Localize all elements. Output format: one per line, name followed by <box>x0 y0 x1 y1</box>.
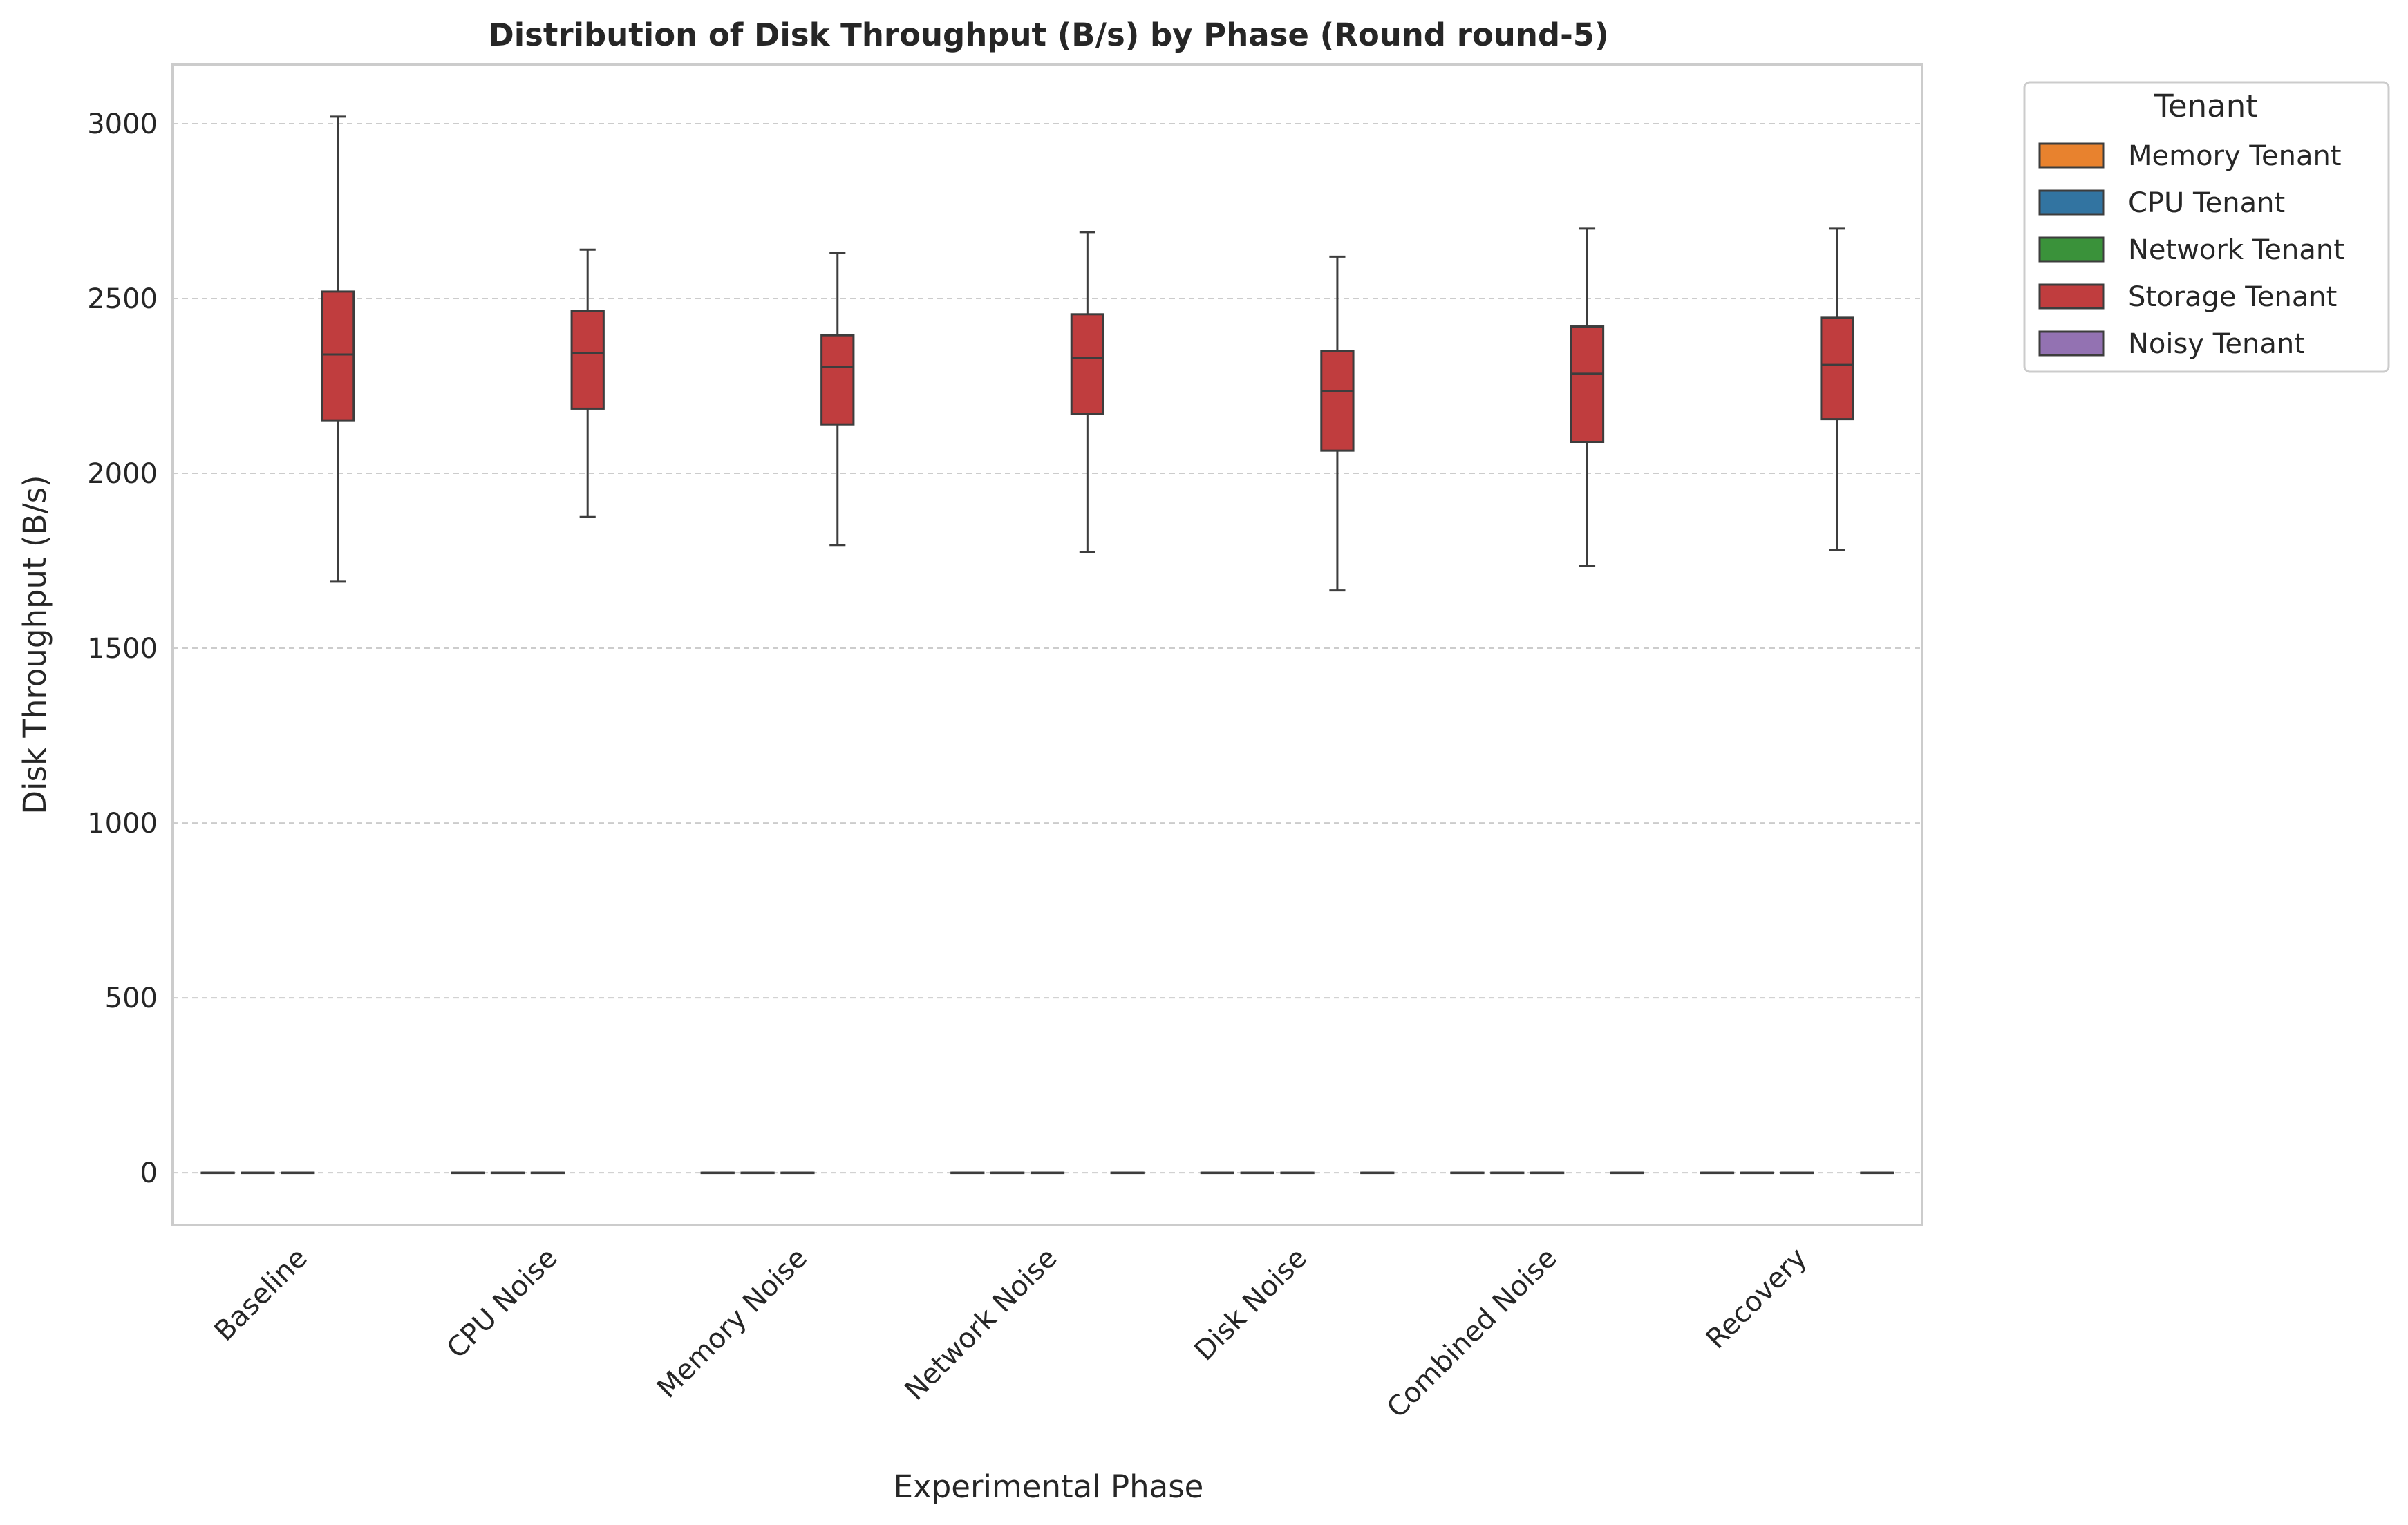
legend-label: Network Tenant <box>2128 234 2344 266</box>
legend-title: Tenant <box>2154 88 2258 124</box>
legend-swatch <box>2038 189 2105 216</box>
legend-items: Memory Tenant CPU Tenant Network Tenant Sto… <box>2038 140 2344 360</box>
box-storage-tenant <box>1070 231 1104 553</box>
legend: Tenant Memory Tenant CPU Tenant Network Te… <box>2023 81 2390 373</box>
legend-label: Noisy Tenant <box>2128 328 2305 360</box>
legend-item: Storage Tenant <box>2038 281 2337 313</box>
box-storage-tenant <box>820 252 855 547</box>
box-storage-tenant <box>570 248 605 518</box>
box-iqr <box>1570 325 1605 444</box>
y-tick-label: 3000 <box>87 108 158 140</box>
legend-item: Memory Tenant <box>2038 140 2342 172</box>
box-iqr <box>1820 316 1854 421</box>
box-iqr <box>1320 350 1355 452</box>
legend-label: CPU Tenant <box>2128 187 2285 219</box>
chart-title: Distribution of Disk Throughput (B/s) by… <box>488 17 1608 53</box>
box-plots <box>200 115 1894 1175</box>
legend-swatch <box>2038 283 2105 310</box>
legend-swatch <box>2038 236 2105 263</box>
legend-item: Noisy Tenant <box>2038 328 2305 360</box>
legend-label: Storage Tenant <box>2128 281 2337 313</box>
box-iqr <box>570 310 605 410</box>
box-iqr <box>820 334 855 426</box>
box-iqr <box>1070 313 1104 415</box>
box-iqr <box>320 290 355 422</box>
y-tick-label: 2000 <box>87 458 158 490</box>
box-storage-tenant <box>1820 227 1854 551</box>
y-tick-label: 1500 <box>87 633 158 665</box>
y-tick-label: 0 <box>140 1157 158 1189</box>
x-axis-title: Experimental Phase <box>894 1468 1204 1505</box>
box-storage-tenant <box>1320 255 1355 592</box>
legend-swatch <box>2038 142 2105 169</box>
y-tick-label: 1000 <box>87 808 158 840</box>
legend-frame <box>2023 81 2390 373</box>
y-tick-label: 2500 <box>87 283 158 315</box>
legend-swatch <box>2038 330 2105 357</box>
plot-area-frame <box>171 63 1923 1226</box>
legend-item: CPU Tenant <box>2038 187 2285 219</box>
legend-label: Memory Tenant <box>2128 140 2342 172</box>
box-storage-tenant <box>1570 227 1605 567</box>
y-axis-title: Disk Throughput (B/s) <box>17 475 53 814</box>
y-axis-ticks: 0 500 1000 1500 2000 2500 3000 <box>87 108 158 1189</box>
y-tick-label: 500 <box>105 983 158 1014</box>
box-storage-tenant <box>320 115 355 583</box>
legend-item: Network Tenant <box>2038 234 2344 266</box>
